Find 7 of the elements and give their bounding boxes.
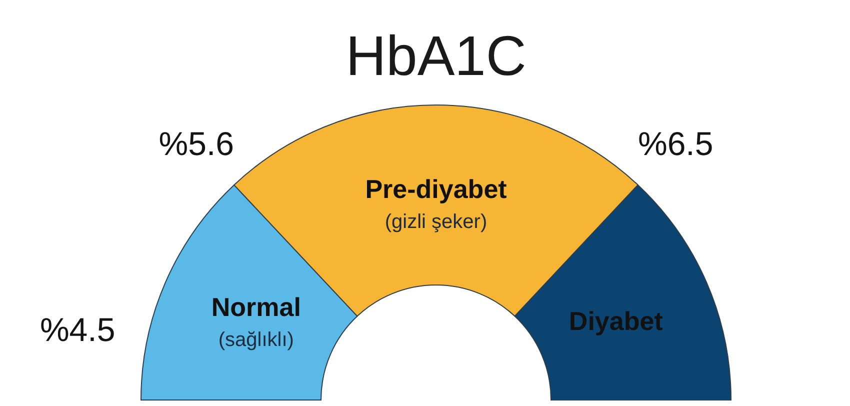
chart-title: HbA1C xyxy=(346,24,526,87)
text: %6.5 xyxy=(638,124,714,162)
slice-label: Diyabet xyxy=(568,306,664,336)
text: %4.5 xyxy=(40,311,116,348)
text: %5.6 xyxy=(158,124,234,162)
category-label: Pre-diyabet (gizli şeker) xyxy=(365,174,507,233)
category-label: Normal (sağlıklı) xyxy=(211,292,301,352)
